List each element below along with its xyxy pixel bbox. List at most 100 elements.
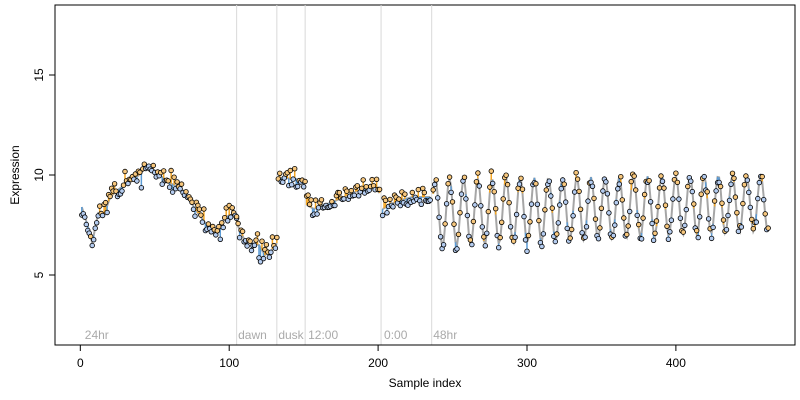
data-point	[92, 225, 98, 231]
data-point	[756, 179, 762, 186]
data-point	[641, 191, 648, 198]
data-point	[217, 236, 223, 242]
data-point	[640, 215, 646, 221]
phase-label: 0:00	[384, 328, 408, 342]
data-point	[591, 195, 597, 202]
data-point	[484, 230, 490, 236]
data-point	[694, 227, 700, 234]
data-point	[437, 234, 444, 240]
data-point	[137, 169, 143, 175]
data-point	[454, 246, 460, 252]
data-point	[670, 196, 676, 202]
data-point	[160, 168, 167, 174]
data-point	[235, 220, 241, 227]
data-point	[655, 203, 661, 210]
data-point	[685, 183, 691, 190]
data-point	[574, 176, 581, 182]
data-point	[102, 199, 109, 206]
data-point	[119, 188, 125, 194]
data-point	[312, 197, 319, 203]
data-point	[610, 232, 617, 239]
data-point	[704, 189, 710, 195]
data-point	[463, 196, 469, 202]
data-point	[479, 224, 485, 230]
data-point	[150, 162, 156, 169]
data-point	[257, 259, 264, 265]
data-point	[606, 210, 612, 216]
x-tick-label: 300	[517, 356, 537, 370]
data-point	[351, 192, 357, 198]
data-point	[421, 189, 427, 196]
x-axis-title: Sample index	[389, 376, 462, 390]
data-point	[336, 189, 343, 196]
data-point	[554, 231, 560, 237]
data-point	[192, 213, 198, 219]
data-point	[360, 177, 366, 183]
data-point	[507, 224, 514, 230]
data-point	[178, 181, 185, 187]
data-point	[442, 221, 448, 227]
phase-label: dusk	[278, 328, 304, 342]
data-point	[726, 197, 733, 204]
data-point	[589, 183, 596, 189]
data-point	[369, 176, 375, 183]
data-point	[653, 218, 660, 224]
phase-label: 12:00	[308, 328, 338, 342]
phase-label: dawn	[238, 328, 267, 342]
data-point	[461, 174, 468, 180]
data-point	[490, 180, 496, 187]
data-point	[168, 167, 174, 174]
data-point	[571, 189, 578, 195]
data-point	[227, 214, 234, 220]
data-point	[305, 192, 311, 198]
data-point	[725, 212, 731, 219]
data-point	[723, 226, 730, 233]
data-point	[266, 254, 273, 260]
data-point	[134, 178, 140, 184]
data-point	[159, 181, 165, 187]
data-point	[512, 234, 518, 240]
data-point	[665, 236, 672, 242]
data-point	[96, 203, 103, 209]
x-axis: 0 100 200 300 400	[77, 344, 686, 370]
data-point	[525, 232, 532, 239]
data-point	[522, 237, 529, 243]
data-point	[555, 220, 561, 226]
data-point	[190, 206, 197, 212]
data-point	[248, 247, 255, 254]
data-points-layer	[79, 161, 771, 265]
data-point	[341, 196, 347, 202]
data-point	[229, 205, 235, 211]
y-tick-label: 15	[32, 68, 46, 82]
data-point	[616, 181, 622, 187]
data-point	[621, 215, 627, 221]
data-point	[445, 180, 451, 187]
data-point	[746, 189, 752, 196]
data-point	[138, 185, 145, 191]
data-point	[528, 201, 535, 207]
data-point	[384, 210, 390, 216]
data-point	[491, 188, 497, 195]
data-point	[472, 202, 478, 208]
data-point	[673, 170, 679, 176]
data-point	[432, 181, 438, 188]
data-point	[695, 234, 701, 241]
data-point	[744, 177, 751, 183]
data-point	[481, 234, 487, 240]
data-point	[233, 213, 240, 220]
data-point	[476, 183, 482, 189]
data-point	[534, 201, 541, 207]
data-point	[762, 211, 768, 217]
data-point	[239, 228, 246, 235]
data-point	[638, 236, 645, 242]
data-point	[570, 213, 576, 219]
x-tick-label: 0	[77, 356, 84, 370]
data-point	[533, 180, 539, 187]
data-point	[539, 243, 545, 250]
data-point	[503, 172, 509, 178]
data-point	[682, 222, 688, 229]
data-point	[396, 196, 402, 202]
data-point	[658, 173, 664, 179]
plot-frame	[54, 4, 796, 346]
